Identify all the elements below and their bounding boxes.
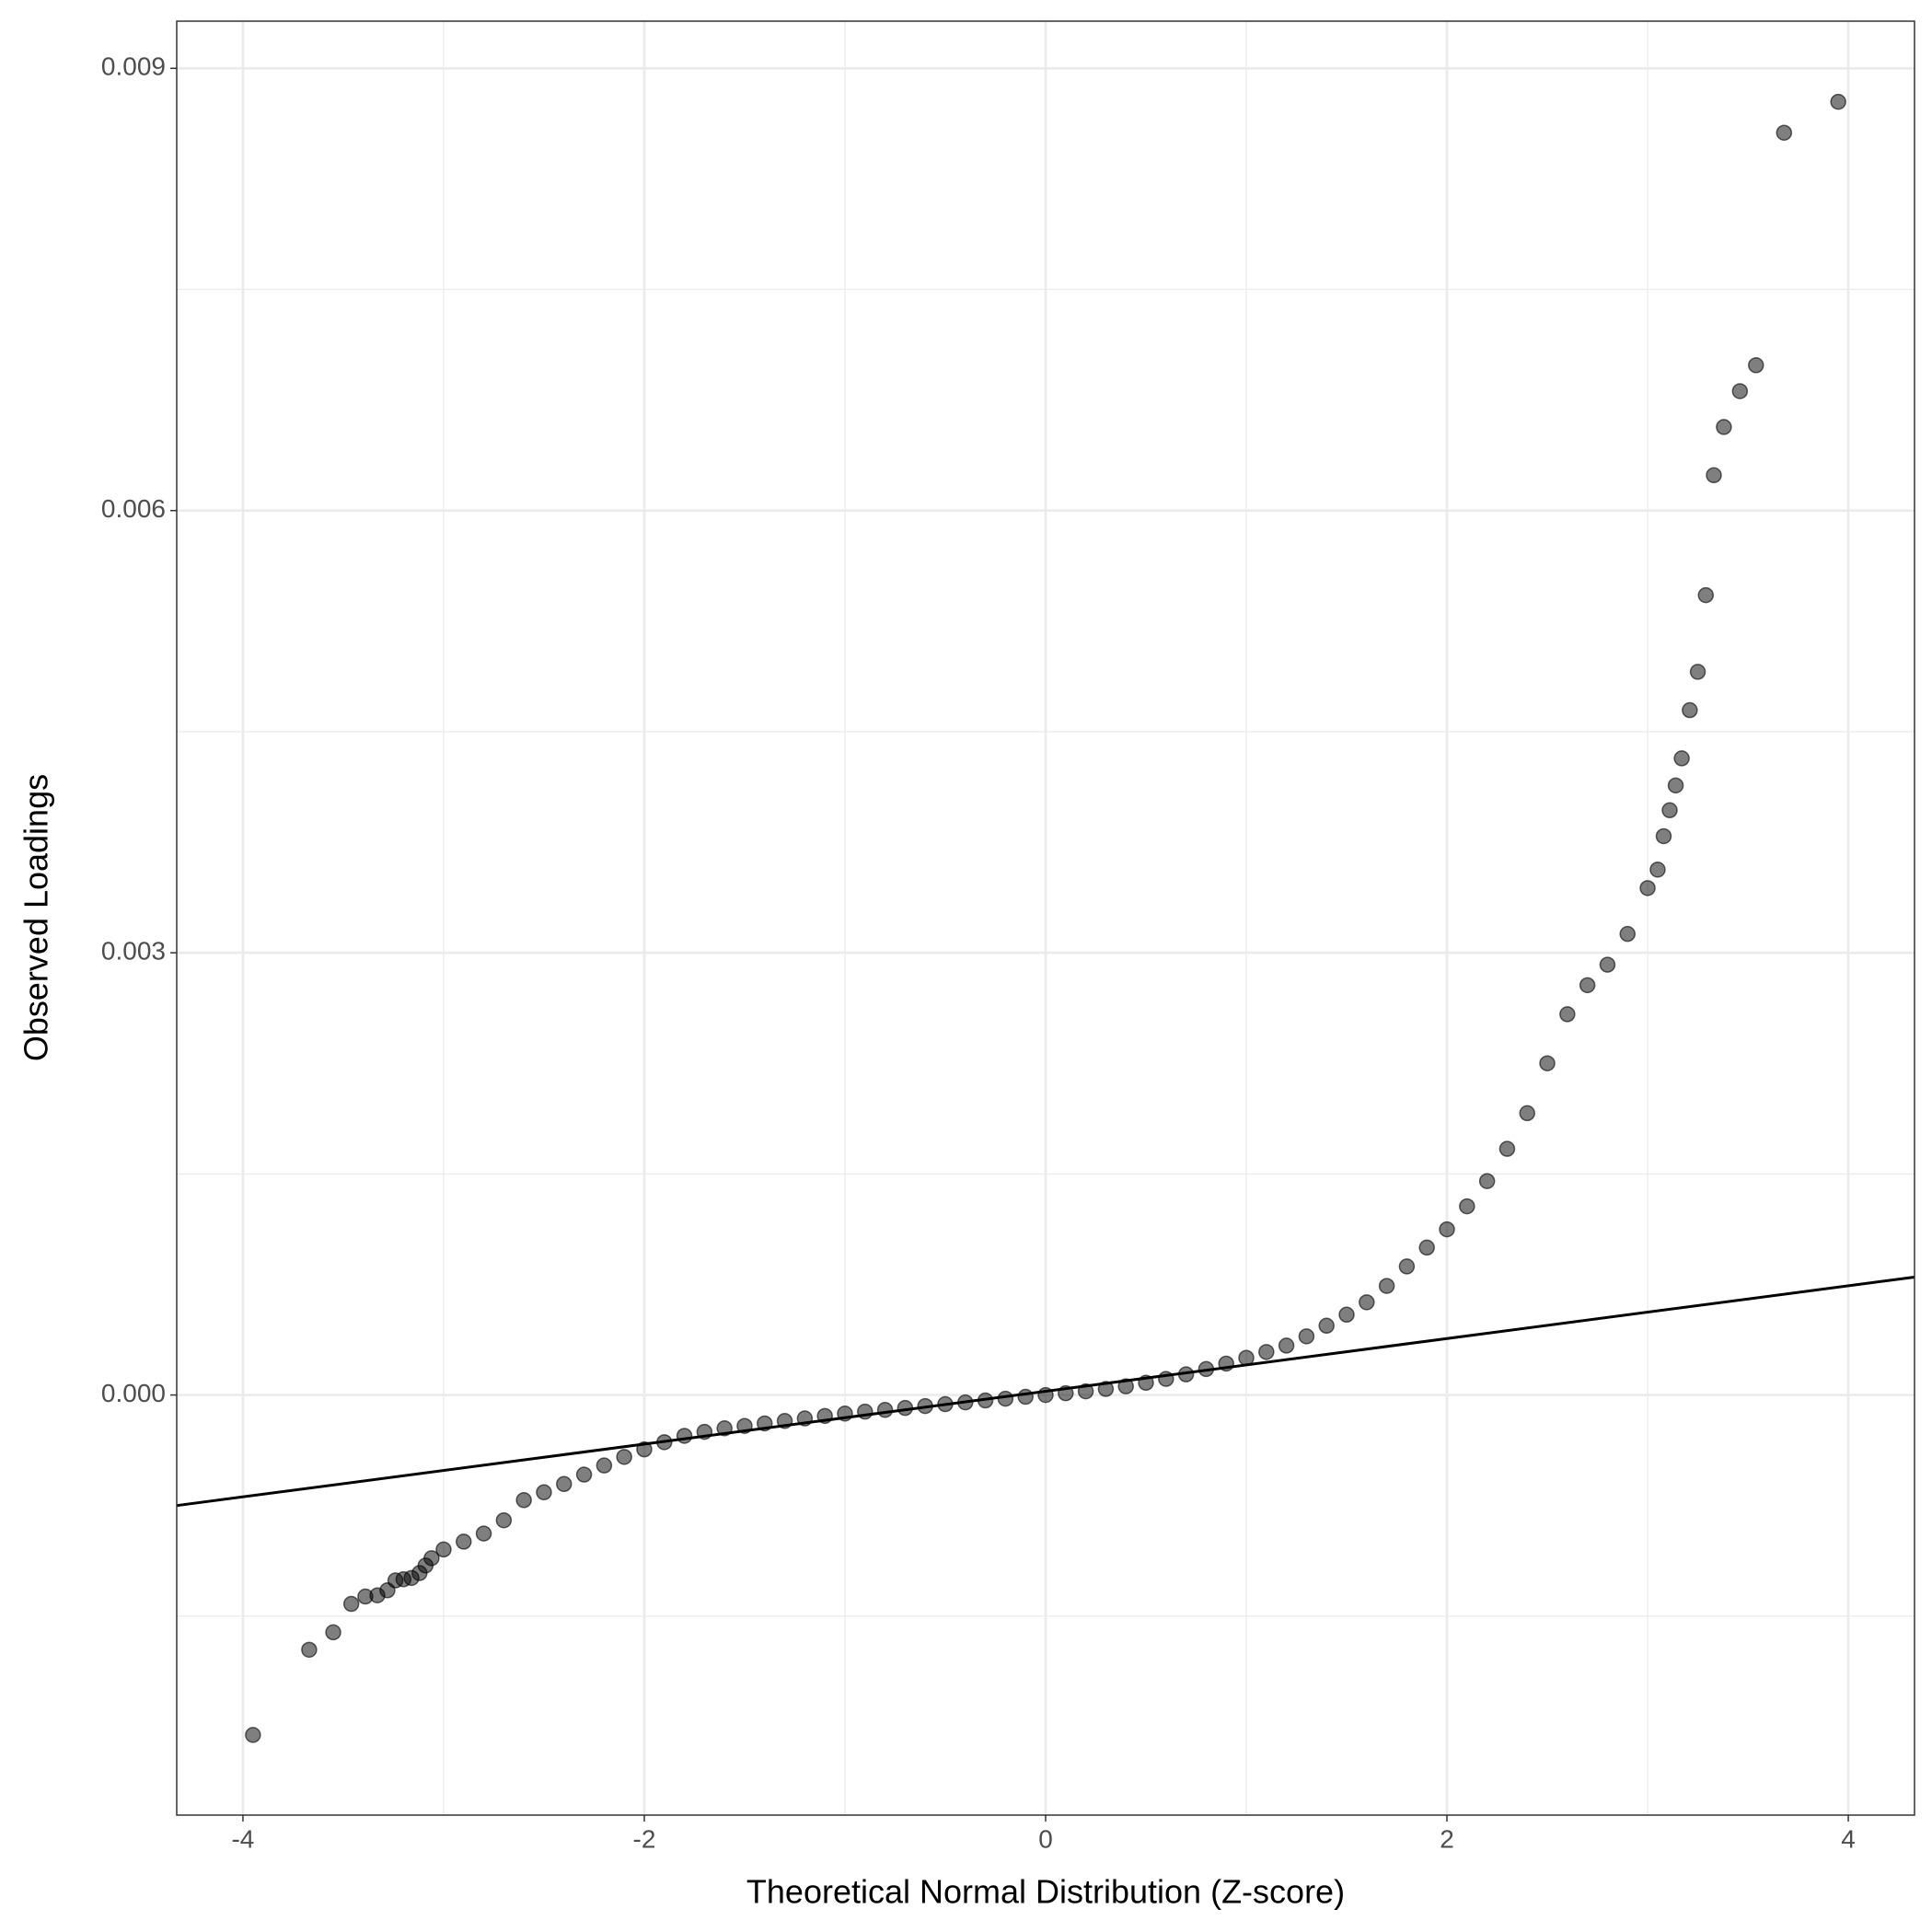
y-tick-label: 0.003 [101, 937, 166, 966]
point [245, 1727, 261, 1743]
point [325, 1624, 341, 1641]
point [1258, 1344, 1275, 1360]
point [1398, 1258, 1416, 1275]
x-tick-label: -4 [231, 1824, 254, 1853]
y-tick-label: 0.000 [101, 1379, 166, 1407]
y-tick-label: 0.009 [101, 52, 166, 81]
point [596, 1457, 613, 1474]
point [1278, 1337, 1295, 1354]
point [1776, 124, 1793, 141]
point [1667, 777, 1684, 794]
point [1697, 586, 1715, 604]
point [1673, 750, 1690, 767]
point [556, 1475, 573, 1493]
reference-line [176, 1275, 1915, 1508]
point [1318, 1317, 1335, 1335]
point [1661, 802, 1678, 819]
point [1619, 925, 1636, 943]
y-axis-title: Observed Loadings [17, 774, 55, 1061]
point [1559, 1006, 1576, 1023]
point [676, 1428, 693, 1444]
point [616, 1449, 632, 1465]
point [1298, 1328, 1315, 1345]
point [876, 1402, 894, 1418]
point [1439, 1221, 1455, 1238]
x-axis-title: Theoretical Normal Distribution (Z-score… [746, 1873, 1345, 1911]
point [1519, 1105, 1535, 1122]
point [1716, 419, 1732, 435]
point [456, 1533, 472, 1550]
point [1731, 383, 1749, 399]
point [1655, 827, 1672, 845]
point [475, 1525, 492, 1542]
point [342, 1595, 360, 1613]
point [423, 1550, 440, 1567]
point [495, 1511, 513, 1529]
point [1017, 1388, 1034, 1406]
point [1706, 467, 1722, 484]
point [1378, 1278, 1395, 1294]
point [1359, 1294, 1375, 1311]
point [1830, 93, 1846, 110]
point [1639, 880, 1656, 897]
x-tick-label: 2 [1440, 1824, 1454, 1853]
point [435, 1541, 452, 1558]
x-tick-label: -2 [633, 1824, 656, 1853]
point [1649, 862, 1666, 878]
point [1338, 1306, 1355, 1324]
point [997, 1390, 1014, 1407]
point [1682, 701, 1698, 719]
x-tick-label: 0 [1038, 1824, 1053, 1853]
point [1418, 1239, 1435, 1256]
point [575, 1466, 593, 1483]
point [1579, 977, 1596, 994]
point [1539, 1055, 1556, 1071]
y-tick-label: 0.006 [101, 494, 166, 523]
point [1748, 357, 1764, 374]
point [1689, 664, 1706, 680]
point [1599, 956, 1616, 973]
panel-border [176, 20, 1915, 1816]
x-tick-label: 4 [1841, 1824, 1856, 1853]
point [1459, 1197, 1475, 1215]
point [515, 1492, 532, 1509]
point [536, 1484, 552, 1501]
point [301, 1641, 318, 1659]
point [1498, 1140, 1516, 1157]
point [1478, 1173, 1496, 1189]
